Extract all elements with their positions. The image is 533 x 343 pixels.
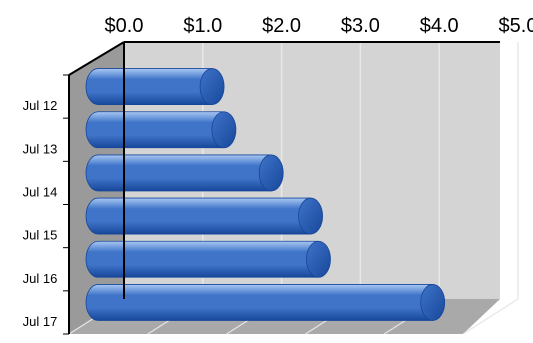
floor-gridline xyxy=(462,298,519,335)
axis-edge xyxy=(68,41,125,76)
bar-body xyxy=(85,111,225,149)
x-tick-label: $5.0 xyxy=(499,15,533,37)
bar-cap xyxy=(211,111,237,149)
bar-jul-17 xyxy=(85,284,446,321)
bar-body xyxy=(85,284,434,321)
x-tick-label: $1.0 xyxy=(183,15,222,37)
bar-body xyxy=(85,154,272,192)
bar-cap xyxy=(420,284,446,321)
bar-jul-16 xyxy=(85,240,331,278)
bar-body xyxy=(85,68,213,105)
bar-body xyxy=(85,197,311,235)
bar-cap xyxy=(258,154,284,192)
bar-cap xyxy=(306,240,331,278)
bar-jul-12 xyxy=(85,68,225,105)
bar-body xyxy=(85,240,319,278)
bar-jul-13 xyxy=(85,111,237,149)
bar-cap xyxy=(298,197,323,235)
y-tick-label: Jul 17 xyxy=(23,314,58,329)
y-tick-label: Jul 14 xyxy=(23,185,58,200)
bar-jul-14 xyxy=(85,154,284,192)
y-tick-label: Jul 12 xyxy=(23,98,58,113)
y-axis-ticks: Jul 12 Jul 13 Jul 14 Jul 15 Jul 16 Jul 17 xyxy=(23,98,69,335)
axes xyxy=(63,41,500,334)
bars xyxy=(85,68,446,321)
x-tick-label: $3.0 xyxy=(341,15,380,37)
x-tick-label: $0.0 xyxy=(105,15,144,37)
bar-cap xyxy=(199,68,225,105)
x-axis-ticks: $0.0 $1.0 $2.0 $3.0 $4.0 $5.0 xyxy=(105,15,533,37)
y-tick-label: Jul 15 xyxy=(23,228,58,243)
bar-jul-15 xyxy=(85,197,323,235)
x-tick-label: $2.0 xyxy=(262,15,301,37)
y-tick-label: Jul 13 xyxy=(23,141,58,156)
x-tick-label: $4.0 xyxy=(420,15,459,37)
y-tick-label: Jul 16 xyxy=(23,271,58,286)
